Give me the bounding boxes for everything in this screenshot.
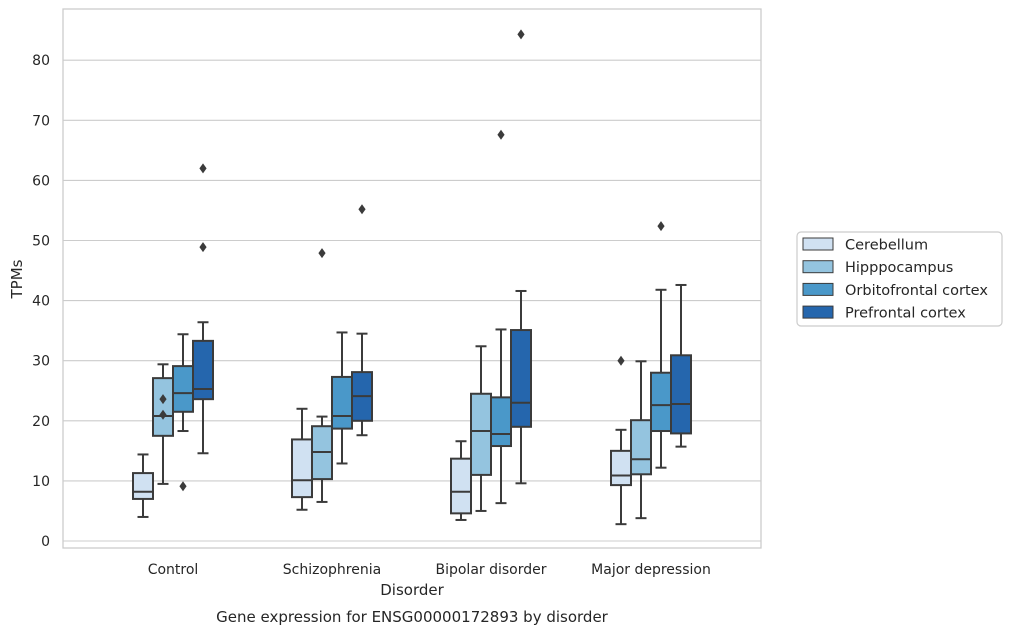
outlier-point <box>358 204 366 215</box>
outlier-point <box>617 355 625 366</box>
x-tick-labels: Control Schizophrenia Bipolar disorder Majo… <box>148 562 711 578</box>
box-iqr <box>331 375 353 430</box>
box <box>610 355 632 526</box>
series-orbitofrontal-cortex <box>172 129 672 505</box>
box-iqr <box>450 457 472 515</box>
outlier-point <box>657 221 665 232</box>
box <box>470 345 492 512</box>
outlier-point <box>497 129 505 140</box>
outlier-point <box>159 409 167 420</box>
series-hipppocampus <box>152 248 652 520</box>
box-iqr <box>650 371 672 433</box>
series-prefrontal-cortex <box>192 29 692 485</box>
y-tick-label: 10 <box>32 474 50 490</box>
y-tick-label: 0 <box>41 534 50 550</box>
box <box>351 204 373 437</box>
y-tick-label: 60 <box>32 173 50 189</box>
outlier-point <box>159 394 167 405</box>
box <box>450 440 472 521</box>
y-tick-label: 80 <box>32 53 50 69</box>
legend-swatch <box>802 282 834 296</box>
legend-label: Prefrontal cortex <box>845 306 966 322</box>
series-cerebellum <box>132 355 632 526</box>
box <box>132 453 154 518</box>
legend-swatch <box>802 305 834 319</box>
y-tick-labels: 0 10 20 30 40 50 60 70 80 <box>32 53 50 550</box>
y-tick-label: 20 <box>32 414 50 430</box>
box <box>490 129 512 505</box>
outlier-point <box>318 248 326 259</box>
y-tick-label: 70 <box>32 113 50 129</box>
outlier-point <box>199 163 207 174</box>
box-iqr <box>470 392 492 476</box>
legend-label: Orbitofrontal cortex <box>845 283 988 299</box>
box-iqr <box>670 354 692 435</box>
box-iqr <box>630 419 652 476</box>
y-tick-label: 40 <box>32 294 50 310</box>
box <box>630 360 652 520</box>
legend-label: Hipppocampus <box>845 260 953 276</box>
outlier-point <box>517 29 525 40</box>
box <box>510 29 532 485</box>
box <box>192 163 214 455</box>
x-tick-label: Bipolar disorder <box>435 562 546 578</box>
box <box>311 248 333 503</box>
plot-area-frame <box>62 8 762 549</box>
outlier-point <box>199 242 207 253</box>
x-tick-label: Major depression <box>591 562 711 578</box>
box <box>670 283 692 448</box>
y-tick-label: 50 <box>32 234 50 250</box>
box-iqr <box>510 329 532 428</box>
outlier-point <box>179 481 187 492</box>
box-iqr <box>192 339 214 401</box>
box-iqr <box>172 365 194 413</box>
chart-caption: Gene expression for ENSG00000172893 by d… <box>216 608 609 626</box>
x-tick-label: Control <box>148 562 199 578</box>
box <box>172 333 194 492</box>
box-iqr <box>610 449 632 487</box>
box-iqr <box>132 472 154 500</box>
legend-swatch <box>802 237 834 251</box>
legend-frame <box>796 231 1003 327</box>
box-iqr <box>152 377 174 437</box>
grid-lines <box>63 59 761 542</box>
legend: Cerebellum Hipppocampus Orbitofrontal cort… <box>796 231 1003 327</box>
box-series <box>132 29 692 526</box>
x-tick-label: Schizophrenia <box>283 562 381 578</box>
y-tick-label: 30 <box>32 354 50 370</box>
box <box>331 331 353 465</box>
legend-label: Cerebellum <box>845 238 928 254</box>
box <box>650 221 672 469</box>
box-iqr <box>490 396 512 448</box>
box <box>152 363 174 485</box>
legend-swatch <box>802 260 834 274</box>
x-axis-title: Disorder <box>380 581 444 599</box>
box-iqr <box>291 438 313 499</box>
box <box>291 407 313 511</box>
y-axis-title: TPMs <box>8 259 26 299</box>
